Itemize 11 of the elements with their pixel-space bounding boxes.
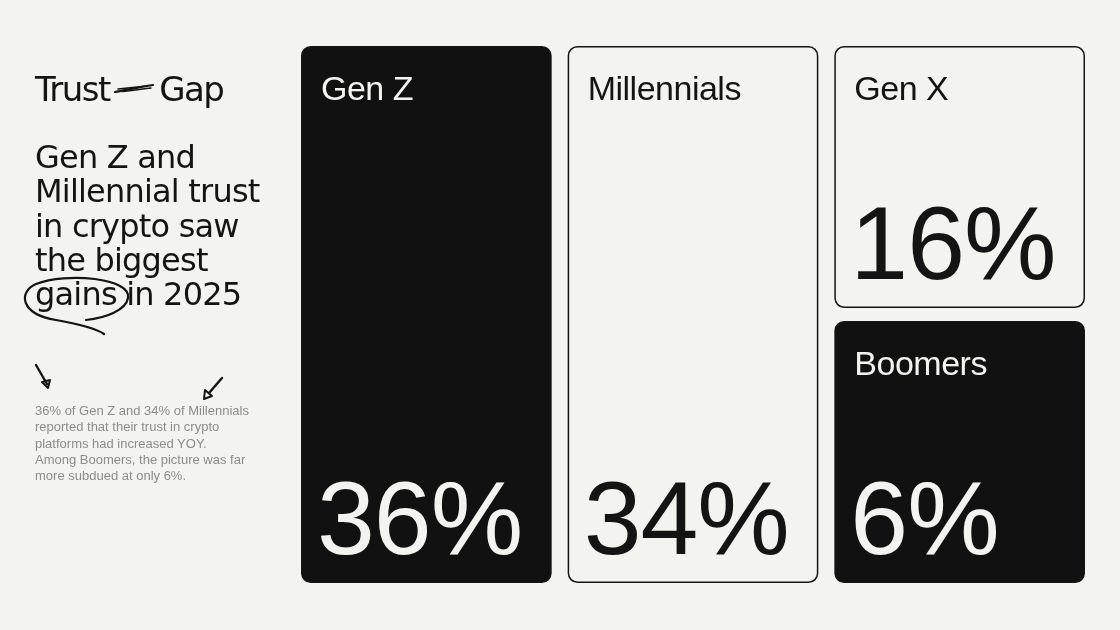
text: Gen Z and Millennial trust in crypto saw the biggest gains in 2025 — [35, 138, 261, 314]
text: 36% of Gen Z and 34% of Millennials reported that their trust in crypto platforms had increased YOY. Among Boomers, the picture was far more subdued at only 6%. — [35, 403, 249, 485]
data-label: 34% — [583, 460, 789, 576]
text: Trust Gap — [35, 69, 224, 109]
category-label: Gen Z — [321, 69, 413, 107]
category-label: Millennials — [587, 69, 741, 107]
data-label: 36% — [317, 460, 523, 576]
category-label: Gen X — [854, 69, 949, 107]
data-label: 16% — [850, 185, 1056, 301]
category-label: Boomers — [854, 344, 987, 382]
data-label: 6% — [850, 460, 999, 576]
